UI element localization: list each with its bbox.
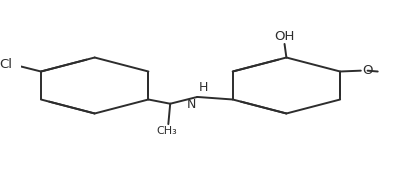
Text: Cl: Cl — [0, 58, 12, 71]
Text: H: H — [199, 81, 209, 94]
Text: N: N — [187, 98, 197, 111]
Text: CH₃: CH₃ — [156, 126, 177, 136]
Text: O: O — [362, 64, 373, 77]
Text: OH: OH — [274, 30, 295, 43]
